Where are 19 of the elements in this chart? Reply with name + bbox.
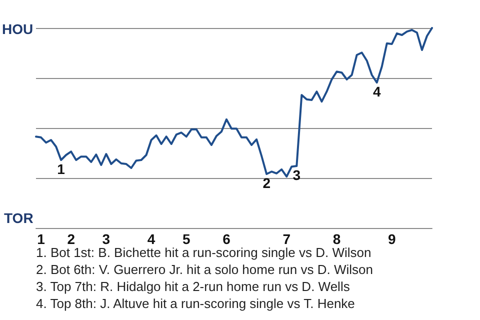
text: 1. Bot 1st: B. Bichette hit a run-scoring single vs D. Wilson xyxy=(36,245,372,260)
x-tick-label: 7 xyxy=(282,231,291,247)
text: 2. Bot 6th: V. Guerrero Jr. hit a solo home run vs D. Wilson xyxy=(36,262,373,277)
x-tick-label: 9 xyxy=(388,231,396,247)
x-tick-label: 3 xyxy=(102,231,110,247)
text: 4. Top 8th: J. Altuve hit a run-scoring single vs T. Henke xyxy=(36,296,355,311)
annotation: 1 xyxy=(57,161,66,177)
x-tick-label: 5 xyxy=(182,231,190,247)
text: TOR xyxy=(4,210,34,226)
annotation: 3 xyxy=(292,167,301,183)
x-tick-label: 1 xyxy=(37,231,46,247)
annotation: 4 xyxy=(372,84,381,100)
x-tick-label: 2 xyxy=(67,231,76,247)
text: HOU xyxy=(2,21,34,37)
x-tick-label: 6 xyxy=(222,231,231,247)
x-tick-label: 4 xyxy=(147,231,156,247)
text: 3. Top 7th: R. Hidalgo hit a 2-run home run vs D. Wells xyxy=(36,279,350,294)
x-tick-label: 8 xyxy=(332,231,341,247)
annotation: 2 xyxy=(262,175,271,191)
